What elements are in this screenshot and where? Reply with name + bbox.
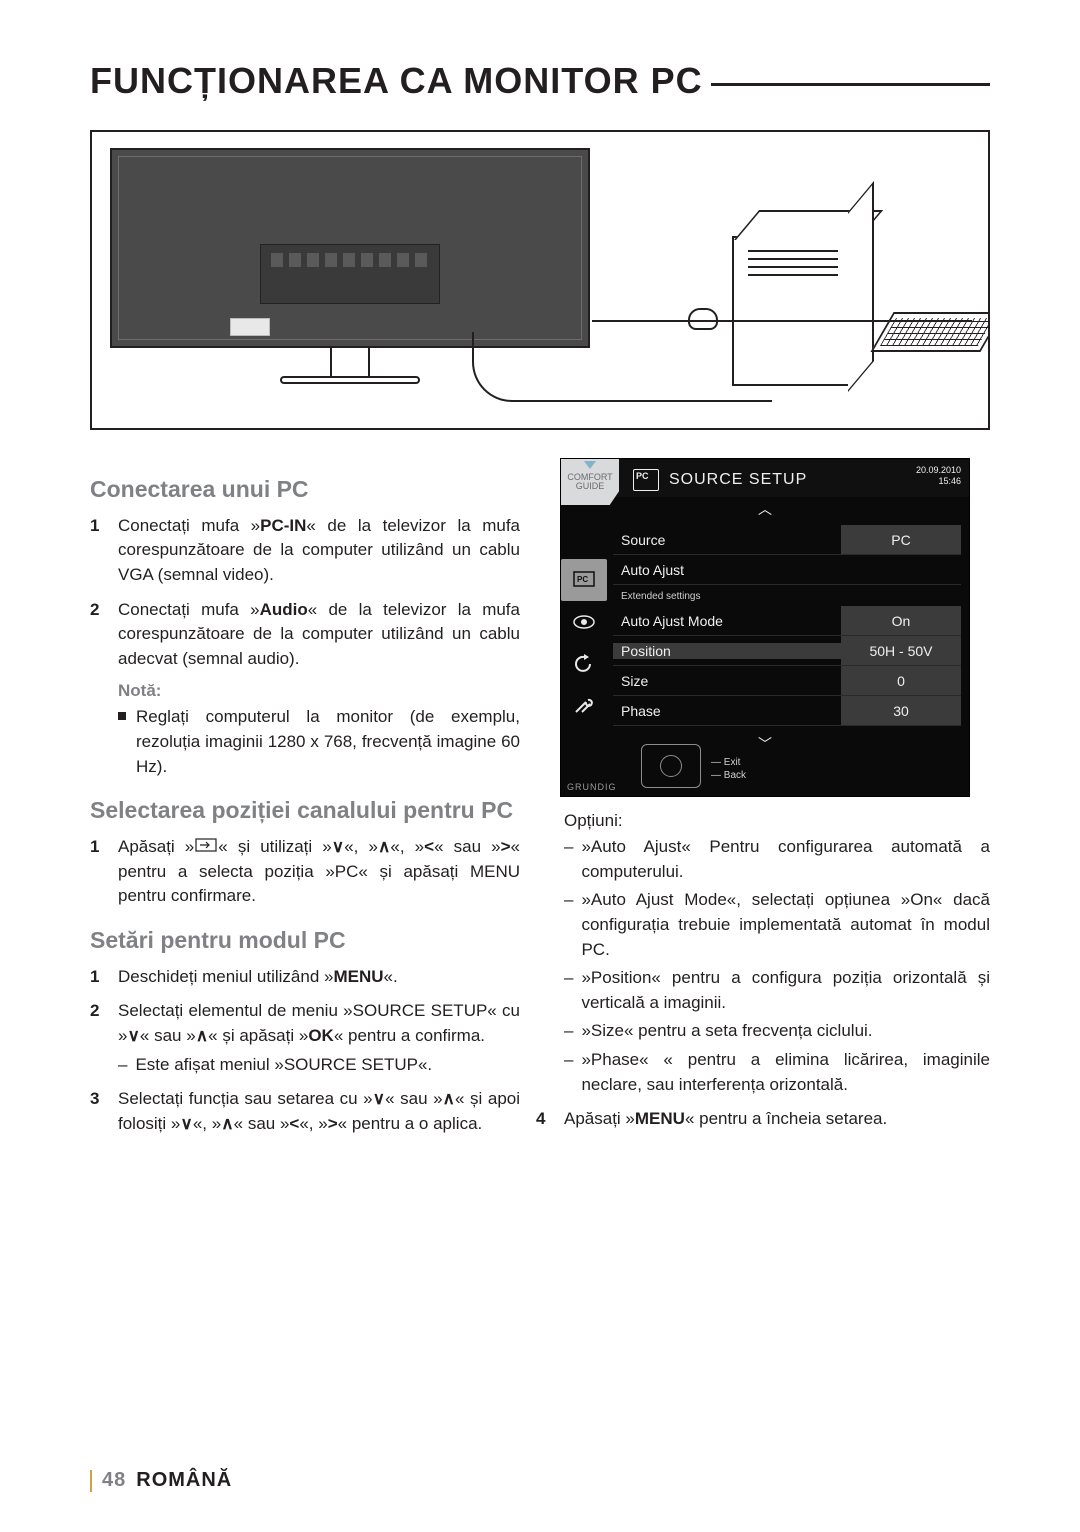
up-icon: ∧ [443,1089,455,1108]
osd-title: SOURCE SETUP [669,471,807,489]
left-icon: < [289,1114,299,1133]
connect-step-2: 2 Conectați mufa »Audio« de la televizor… [90,598,520,672]
right-icon: > [501,837,511,856]
option-item: –»Position« pentru a configura poziția o… [564,966,990,1015]
down-icon: ∨ [373,1089,385,1108]
osd-legend: — Exit— Back [711,756,746,782]
caret-up-icon: ︿ [561,497,969,525]
page-title: FUNCȚIONAREA CA MONITOR PC [90,60,990,102]
up-icon: ∧ [196,1026,208,1045]
sidebar-reset-icon [561,643,607,685]
down-icon: ∨ [332,837,344,856]
osd-row: Phase30 [613,696,961,726]
heading-select: Selectarea poziției canalului pentru PC [90,797,520,825]
down-icon: ∨ [180,1114,192,1133]
select-step-1: 1 Apăsați »« și utilizați »∨«, »∧«, »<« … [90,835,520,909]
caret-down-icon: ﹀ [561,734,969,754]
page-footer: 48 ROMÂNĂ [90,1469,232,1492]
diagram-cable [472,332,772,402]
settings-step-2: 2 Selectați elementul de meniu »SOURCE S… [90,999,520,1077]
down-icon: ∨ [127,1026,139,1045]
connection-diagram [90,130,990,430]
osd-ext-label: Extended settings [613,585,961,606]
osd-row-selected: Position50H - 50V [613,636,961,666]
source-btn-icon [194,835,218,860]
svg-text:PC: PC [577,575,588,584]
settings-step-3: 3 Selectați funcția sau setarea cu »∨« s… [90,1087,520,1136]
remote-icon [641,744,701,788]
option-item: –»Size« pentru a seta frecvența ciclului… [564,1019,990,1044]
osd-row: Size0 [613,666,961,696]
right-icon: > [328,1114,338,1133]
connect-step-1: 1 Conectați mufa »PC-IN« de la televizor… [90,514,520,588]
osd-brand: GRUNDIG [567,782,617,792]
sidebar-eye-icon [561,601,607,643]
footer-language: ROMÂNĂ [136,1469,232,1492]
options-heading: Opțiuni: [564,811,990,831]
footer-accent-bar [90,1470,92,1492]
page-title-text: FUNCȚIONAREA CA MONITOR PC [90,60,703,102]
up-icon: ∧ [378,837,390,856]
option-item: –»Phase« « pentru a elimina licărirea, i… [564,1048,990,1097]
sidebar-tools-icon [561,685,607,727]
left-icon: < [424,837,434,856]
osd-datetime: 20.09.201015:46 [916,465,961,487]
heading-settings: Setări pentru modul PC [90,927,520,955]
sidebar-pc-icon: PC [561,559,607,601]
settings-step-1: 1 Deschideți meniul utilizând »MENU«. [90,965,520,990]
bullet-icon [118,712,126,720]
osd-row: Auto Ajust [613,555,961,585]
up-icon: ∧ [221,1114,233,1133]
pc-icon [633,469,659,491]
title-rule [711,83,990,86]
osd-row: Auto Ajust ModeOn [613,606,961,636]
heading-connect: Conectarea unui PC [90,476,520,504]
note-item: Reglați computerul la monitor (de exempl… [118,705,520,779]
note-label: Notă: [118,681,520,701]
osd-sidebar: PC [561,559,607,727]
option-item: –»Auto Ajust« Pentru configurarea automa… [564,835,990,884]
osd-screenshot: COMFORTGUIDE 20.09.201015:46 SOURCE SETU… [560,458,970,797]
option-item: –»Auto Ajust Mode«, selectați opțiunea »… [564,888,990,962]
osd-corner-badge: COMFORTGUIDE [561,459,619,505]
osd-row: SourcePC [613,525,961,555]
settings-step-4: 4 Apăsați »MENU« pentru a încheia setare… [536,1107,990,1132]
page-number: 48 [102,1469,126,1492]
